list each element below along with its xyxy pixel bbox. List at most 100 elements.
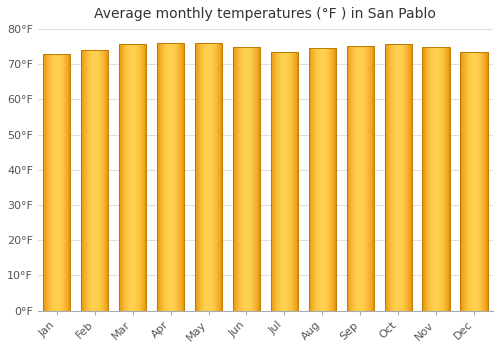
Bar bbox=[390, 44, 392, 310]
Bar bbox=[411, 44, 412, 310]
Bar bbox=[280, 52, 281, 310]
Bar bbox=[285, 52, 286, 310]
Bar bbox=[168, 43, 170, 310]
Bar bbox=[462, 52, 463, 310]
Bar bbox=[460, 52, 461, 310]
Bar bbox=[160, 43, 161, 310]
Bar bbox=[256, 47, 258, 310]
Bar bbox=[432, 47, 434, 310]
Bar bbox=[384, 44, 386, 310]
Bar bbox=[242, 47, 243, 310]
Bar bbox=[214, 43, 216, 310]
Bar bbox=[461, 52, 462, 310]
Bar bbox=[182, 43, 183, 310]
Bar bbox=[392, 44, 394, 310]
Bar bbox=[474, 52, 475, 310]
Bar bbox=[270, 52, 272, 310]
Bar bbox=[316, 48, 317, 310]
Bar bbox=[245, 47, 246, 310]
Bar bbox=[396, 44, 397, 310]
Bar bbox=[279, 52, 280, 310]
Bar bbox=[334, 48, 336, 310]
Bar bbox=[312, 48, 313, 310]
Bar bbox=[203, 43, 204, 310]
Bar bbox=[460, 52, 487, 310]
Bar bbox=[325, 48, 326, 310]
Bar bbox=[329, 48, 330, 310]
Bar bbox=[233, 47, 260, 310]
Bar bbox=[288, 52, 289, 310]
Bar bbox=[201, 43, 202, 310]
Bar bbox=[286, 52, 287, 310]
Bar bbox=[216, 43, 218, 310]
Bar bbox=[145, 44, 146, 310]
Bar bbox=[270, 52, 298, 310]
Bar bbox=[157, 43, 158, 310]
Bar bbox=[405, 44, 406, 310]
Bar bbox=[86, 50, 87, 310]
Bar bbox=[314, 48, 315, 310]
Bar bbox=[195, 43, 196, 310]
Bar bbox=[364, 46, 365, 310]
Bar bbox=[85, 50, 86, 310]
Bar bbox=[59, 54, 60, 310]
Bar bbox=[216, 43, 217, 310]
Bar bbox=[136, 44, 138, 310]
Bar bbox=[399, 44, 400, 310]
Bar bbox=[174, 43, 176, 310]
Bar bbox=[447, 47, 448, 310]
Bar bbox=[350, 46, 352, 310]
Bar bbox=[372, 46, 374, 310]
Bar bbox=[88, 50, 90, 310]
Bar bbox=[240, 47, 241, 310]
Title: Average monthly temperatures (°F ) in San Pablo: Average monthly temperatures (°F ) in Sa… bbox=[94, 7, 436, 21]
Bar bbox=[346, 46, 348, 310]
Bar bbox=[291, 52, 292, 310]
Bar bbox=[483, 52, 484, 310]
Bar bbox=[292, 52, 294, 310]
Bar bbox=[90, 50, 92, 310]
Bar bbox=[96, 50, 97, 310]
Bar bbox=[254, 47, 256, 310]
Bar bbox=[322, 48, 323, 310]
Bar bbox=[249, 47, 250, 310]
Bar bbox=[290, 52, 292, 310]
Bar bbox=[233, 47, 234, 310]
Bar bbox=[422, 47, 423, 310]
Bar bbox=[435, 47, 436, 310]
Bar bbox=[251, 47, 252, 310]
Bar bbox=[346, 46, 374, 310]
Bar bbox=[385, 44, 386, 310]
Bar bbox=[139, 44, 140, 310]
Bar bbox=[277, 52, 278, 310]
Bar bbox=[476, 52, 477, 310]
Bar bbox=[326, 48, 327, 310]
Bar bbox=[195, 43, 222, 310]
Bar bbox=[315, 48, 316, 310]
Bar bbox=[238, 47, 239, 310]
Bar bbox=[400, 44, 401, 310]
Bar bbox=[180, 43, 181, 310]
Bar bbox=[423, 47, 424, 310]
Bar bbox=[237, 47, 238, 310]
Bar bbox=[410, 44, 411, 310]
Bar bbox=[246, 47, 247, 310]
Bar bbox=[92, 50, 94, 310]
Bar bbox=[274, 52, 275, 310]
Bar bbox=[119, 44, 120, 310]
Bar bbox=[439, 47, 440, 310]
Bar bbox=[144, 44, 145, 310]
Bar bbox=[276, 52, 277, 310]
Bar bbox=[56, 54, 57, 310]
Bar bbox=[130, 44, 132, 310]
Bar bbox=[323, 48, 324, 310]
Bar bbox=[48, 54, 50, 310]
Bar bbox=[356, 46, 357, 310]
Bar bbox=[332, 48, 334, 310]
Bar bbox=[61, 54, 62, 310]
Bar bbox=[480, 52, 481, 310]
Bar bbox=[132, 44, 134, 310]
Bar bbox=[97, 50, 98, 310]
Bar bbox=[357, 46, 358, 310]
Bar bbox=[43, 54, 44, 310]
